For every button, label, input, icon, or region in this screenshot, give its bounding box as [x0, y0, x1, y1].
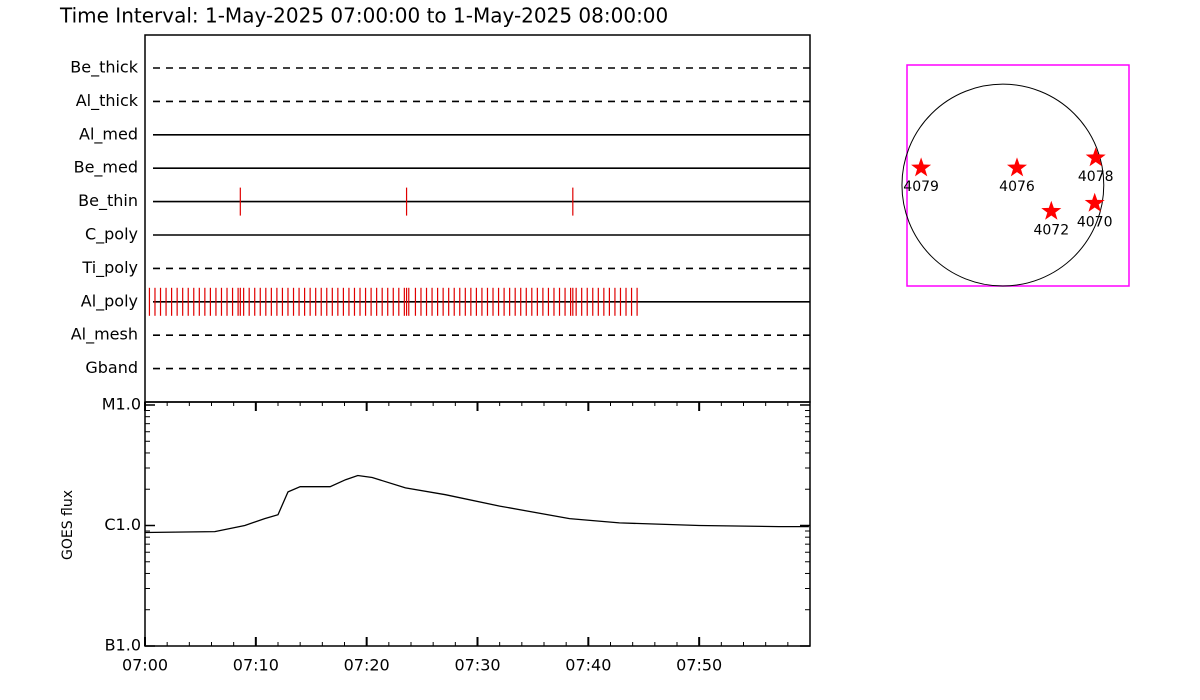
- y-tick-label: M1.0: [102, 395, 141, 414]
- x-tick-label: 07:50: [676, 656, 722, 675]
- filter-label: Al_mesh: [71, 325, 138, 345]
- active-region-marker: [1084, 192, 1105, 212]
- goes-curve: [144, 474, 809, 534]
- active-region-marker: [1041, 200, 1062, 220]
- filter-label: Gband: [85, 358, 138, 377]
- active-region-label: 4078: [1078, 169, 1114, 185]
- active-region-label: 4072: [1033, 222, 1069, 238]
- filter-label: Be_med: [74, 158, 138, 178]
- x-tick-label: 07:30: [454, 656, 500, 675]
- x-tick-label: 07:20: [344, 656, 390, 675]
- active-region-marker: [1007, 157, 1027, 177]
- filter-label: C_poly: [85, 225, 138, 245]
- filter-label: Al_thick: [76, 91, 139, 111]
- solar-disk: [901, 83, 1105, 287]
- y-axis-label: GOES flux: [60, 490, 76, 560]
- filter-label: Ti_poly: [81, 258, 138, 278]
- y-tick-label: C1.0: [104, 515, 141, 534]
- x-tick-label: 07:00: [122, 656, 168, 675]
- time-interval-title: Time Interval: 1-May-2025 07:00:00 to 1-…: [59, 4, 668, 28]
- x-tick-label: 07:40: [565, 656, 611, 675]
- active-region-marker: [911, 157, 932, 177]
- filter-label: Al_med: [79, 124, 138, 144]
- filter-label: Al_poly: [81, 291, 138, 311]
- active-region-label: 4079: [903, 179, 939, 195]
- map-frame: [906, 64, 1130, 287]
- active-region-marker: [1085, 147, 1106, 167]
- x-tick-label: 07:10: [233, 656, 279, 675]
- active-region-label: 4076: [999, 179, 1035, 195]
- y-tick-label: B1.0: [105, 636, 141, 655]
- filter-label: Be_thin: [78, 191, 138, 211]
- active-region-label: 4070: [1077, 214, 1113, 230]
- filter-label: Be_thick: [70, 58, 138, 78]
